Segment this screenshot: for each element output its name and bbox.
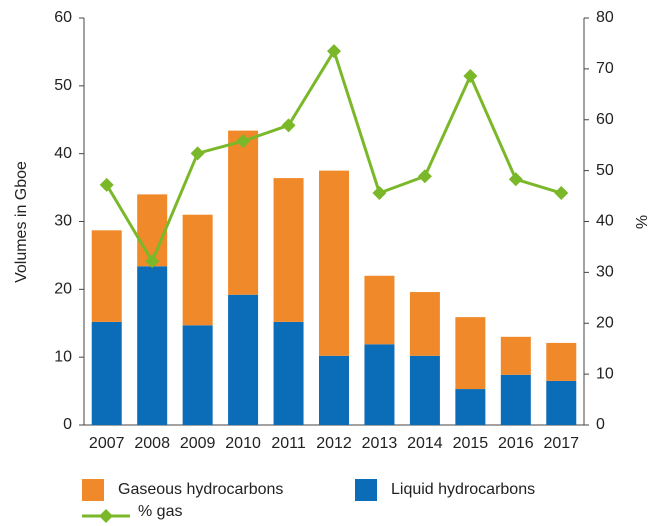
x-tick-label: 2017 bbox=[543, 435, 579, 452]
bar bbox=[319, 170, 349, 356]
x-tick-label: 2013 bbox=[362, 435, 398, 452]
y2-tick-label: 10 bbox=[596, 365, 614, 382]
x-tick-label: 2009 bbox=[180, 435, 216, 452]
marker bbox=[417, 169, 432, 184]
bar bbox=[319, 355, 349, 425]
legend-label: Liquid hydrocarbons bbox=[391, 481, 535, 498]
bar bbox=[500, 374, 531, 425]
y2-tick-label: 70 bbox=[596, 60, 614, 77]
y-axis-label: Volumes in Gboe bbox=[13, 161, 30, 283]
bar bbox=[364, 275, 395, 345]
marker bbox=[463, 68, 478, 83]
x-tick-label: 2008 bbox=[134, 435, 170, 452]
x-tick-label: 2016 bbox=[498, 435, 534, 452]
bar bbox=[228, 130, 259, 295]
bar bbox=[409, 355, 440, 425]
bar bbox=[500, 336, 531, 375]
y-tick-label: 0 bbox=[63, 416, 72, 433]
x-tick-label: 2015 bbox=[453, 435, 489, 452]
y2-tick-label: 80 bbox=[596, 9, 614, 26]
y2-tick-label: 20 bbox=[596, 314, 614, 331]
y-tick-label: 40 bbox=[54, 145, 72, 162]
marker bbox=[327, 44, 341, 59]
legend-marker bbox=[99, 509, 113, 523]
bar bbox=[364, 344, 395, 425]
bar bbox=[182, 325, 213, 425]
legend-label: % gas bbox=[138, 503, 182, 520]
x-tick-label: 2010 bbox=[225, 435, 261, 452]
marker bbox=[508, 172, 523, 187]
x-tick-label: 2011 bbox=[271, 435, 306, 452]
bar bbox=[91, 321, 122, 425]
marker bbox=[554, 186, 569, 201]
bar bbox=[182, 214, 213, 326]
marker bbox=[145, 254, 160, 269]
marker bbox=[236, 134, 251, 149]
y-tick-label: 30 bbox=[54, 213, 72, 230]
marker bbox=[99, 177, 114, 192]
bar bbox=[137, 266, 168, 425]
bar bbox=[273, 321, 304, 425]
y-tick-label: 20 bbox=[54, 281, 72, 298]
bar bbox=[455, 389, 486, 425]
legend-swatch bbox=[355, 479, 377, 501]
bar bbox=[273, 178, 304, 322]
bar bbox=[409, 292, 440, 356]
bar bbox=[455, 317, 486, 390]
bar bbox=[91, 230, 122, 322]
marker bbox=[190, 146, 205, 161]
y2-tick-label: 60 bbox=[596, 111, 614, 128]
bar bbox=[546, 380, 577, 425]
x-tick-label: 2012 bbox=[316, 435, 352, 452]
y-tick-label: 10 bbox=[54, 348, 72, 365]
x-tick-label: 2007 bbox=[89, 435, 125, 452]
legend-label: Gaseous hydrocarbons bbox=[118, 481, 283, 498]
marker bbox=[372, 186, 387, 201]
y-tick-label: 60 bbox=[54, 9, 72, 26]
y2-tick-label: 30 bbox=[596, 264, 614, 281]
y2-tick-label: 50 bbox=[596, 162, 614, 179]
y-tick-label: 50 bbox=[54, 77, 72, 94]
bar bbox=[546, 342, 577, 381]
y2-axis-label: % bbox=[632, 215, 649, 229]
marker bbox=[281, 118, 296, 133]
y2-tick-label: 0 bbox=[596, 416, 605, 433]
y2-tick-label: 40 bbox=[596, 213, 614, 230]
legend-swatch bbox=[82, 479, 104, 501]
bar bbox=[228, 294, 259, 425]
x-tick-label: 2014 bbox=[407, 435, 443, 452]
